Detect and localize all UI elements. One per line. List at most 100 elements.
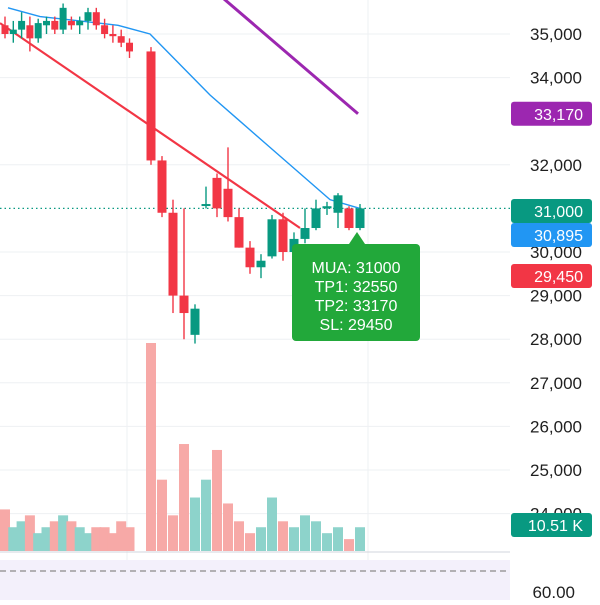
volume-bar [41,527,52,551]
candle-body [300,228,310,239]
volume-bar [99,527,110,551]
price-axis-label: 27,000 [530,374,582,393]
candle-body [157,160,167,213]
volume-bar [245,533,255,551]
candle-body [1,25,9,34]
candle-body [201,204,211,207]
price-axis-label: 32,000 [530,156,582,175]
price-axis-label: 26,000 [530,417,582,436]
candle-body [92,12,100,26]
candle-body [126,42,133,52]
callout-box [292,244,420,341]
price-tag-label: 31,000 [534,204,583,221]
indicator-axis-label: 60.00 [532,583,575,600]
volume-bar [300,515,310,551]
callout-line: SL: 29450 [320,317,393,334]
candle-body [43,20,50,26]
candle-body [26,25,34,39]
candle-body [179,295,189,314]
callout-line: TP1: 32550 [315,279,398,296]
volume-bar [49,521,60,551]
volume-tag-label: 10.51 K [528,518,583,535]
price-axis-label: 35,000 [530,25,582,44]
volume-bar [16,521,27,551]
callout-pointer [349,232,365,244]
candle-body [51,20,59,30]
volume-bar [267,497,277,551]
candle-body [355,208,365,229]
volume-bar [58,515,69,551]
volume-bar [344,539,354,551]
volume-bar [234,521,244,551]
candle-body [322,206,332,209]
price-tag-label: 33,170 [534,107,583,124]
volume-bars [0,343,510,553]
volume-bar [146,343,156,551]
volume-bar [107,533,118,551]
volume-bar [74,527,85,551]
candle-body [256,260,266,268]
price-axis-label: 25,000 [530,461,582,480]
price-tag-label: 29,450 [534,269,583,286]
indicator-pane: 60.00 [0,560,575,602]
volume-bar [157,479,167,551]
candle-body [267,219,277,257]
volume-bar [0,509,10,551]
volume-bar [8,527,19,551]
candle-body [84,12,92,21]
trade-callout: MUA: 31000 TP1: 32550 TP2: 33170 SL: 29450 [292,232,420,341]
candle-body [109,34,117,37]
candle-body [234,217,244,248]
volume-bar [190,497,200,551]
price-candles [1,3,365,344]
volume-bar [24,515,35,551]
candle-body [333,195,343,213]
candle-body [190,308,200,335]
candle-body [59,7,67,30]
price-axis-label: 29,000 [530,287,582,306]
volume-bar [66,521,77,551]
callout-line: TP2: 33170 [315,298,398,315]
candle-body [34,23,42,39]
candle-body [212,177,222,209]
volume-bar [91,527,102,551]
volume-bar [83,533,93,551]
candle-body [9,29,17,34]
moving-average-line [7,7,361,210]
target-trendline [222,0,359,115]
volume-bar [256,527,266,551]
candle-body [311,208,321,229]
price-tag-label: 30,895 [534,228,583,245]
candle-body [344,208,354,229]
price-tag [511,223,592,247]
volume-bar [289,527,299,551]
candle-body [168,212,178,296]
price-tag [511,101,592,126]
volume-bar [322,533,332,551]
candle-body [278,219,288,252]
candle-body [223,188,233,218]
candle-body [245,247,255,268]
candle-body [146,51,156,161]
volume-bar [223,503,233,551]
volume-bar [179,444,189,551]
volume-bar [333,527,343,551]
volume-tag [511,513,592,537]
price-tag [511,199,592,223]
price-axis-label: 28,000 [530,330,582,349]
callout-line: MUA: 31000 [312,260,401,277]
volume-bar [124,527,135,551]
grid-lines [0,0,510,600]
indicator-pane-band [0,560,510,600]
price-axis-label: 30,000 [530,243,582,262]
price-axis-label: 34,000 [530,69,582,88]
volume-bar [311,521,321,551]
price-tags: 33,170 31,000 30,895 29,450 10.51 K [511,101,592,537]
volume-bar [33,533,44,551]
candle-body [67,20,75,26]
candle-body [101,25,109,34]
volume-bar [201,479,211,551]
candle-body [76,20,84,26]
